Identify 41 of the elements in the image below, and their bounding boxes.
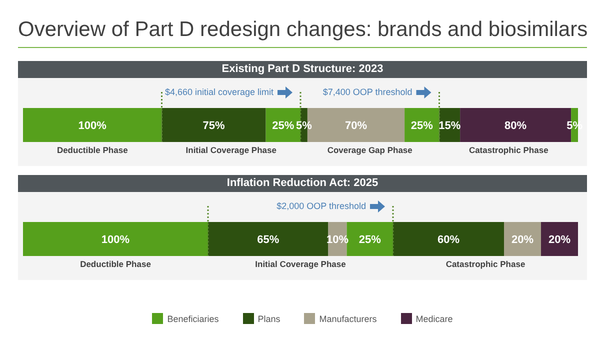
data-label: 75% — [202, 120, 225, 132]
bar — [162, 108, 266, 142]
text: Initial Coverage Phase — [254, 259, 347, 269]
legend-label: Medicare — [416, 314, 453, 324]
data-label: 60% — [437, 234, 460, 246]
legend-label: Manufacturers — [319, 314, 377, 324]
data-label: 15% — [438, 120, 461, 132]
ref-line-label: $4,660 initial coverage limit — [164, 87, 274, 97]
chart-title: Inflation Reduction Act: 2025 — [18, 175, 587, 192]
text: Catastrophic Phase — [444, 259, 526, 269]
bar — [208, 222, 328, 256]
bar — [541, 222, 578, 256]
data-label: 100% — [101, 234, 130, 246]
data-label: 70% — [344, 120, 368, 132]
legend-label: Plans — [258, 314, 280, 324]
data-label: 25% — [410, 120, 434, 132]
bar — [393, 222, 504, 256]
chart-subtitle: Existing Part D Structure: 2023 — [18, 61, 587, 78]
chart-title: Overview of Part D redesign changes: brands and biosimilars — [18, 18, 588, 42]
data-label: 80% — [504, 120, 527, 132]
ref-line-label: $7,400 OOP threshold — [322, 87, 412, 97]
data-label: 5% — [566, 120, 583, 132]
ref-line-label: $2,000 OOP threshold — [276, 201, 366, 211]
data-label: 100% — [78, 120, 107, 132]
data-label: 20% — [548, 234, 571, 246]
text: Catastrophic Phase — [468, 145, 550, 155]
text: Initial Coverage Phase — [184, 145, 278, 155]
text: Deductible Phase — [56, 145, 129, 155]
bar — [504, 222, 541, 256]
bar — [404, 108, 440, 142]
text: Coverage Gap Phase — [326, 145, 414, 155]
text: Deductible Phase — [79, 259, 152, 269]
legend-label: Beneficiaries — [167, 314, 219, 324]
data-label: 65% — [257, 234, 280, 246]
bar — [23, 222, 208, 256]
data-label: 25% — [272, 120, 294, 132]
bar — [23, 108, 162, 142]
data-label: 20% — [511, 234, 534, 246]
bar — [346, 222, 393, 256]
data-label: 5% — [296, 120, 312, 132]
data-label: 25% — [358, 234, 382, 246]
